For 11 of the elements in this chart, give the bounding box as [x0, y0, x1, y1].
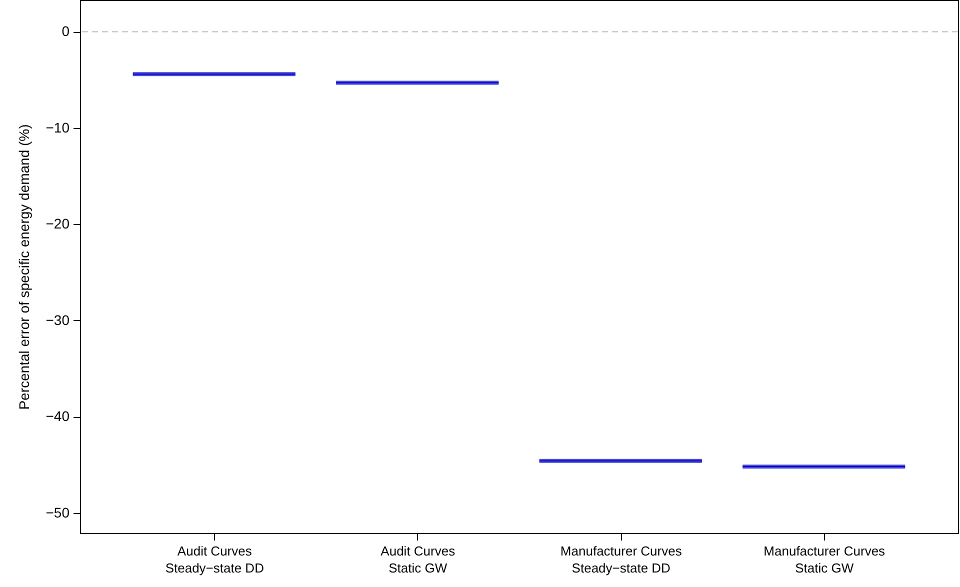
y-tick-label: −10	[46, 119, 70, 136]
y-tick-label: 0	[62, 23, 70, 40]
x-tick-label: Manufacturer Curves Static GW	[764, 544, 886, 576]
x-tick-label: Manufacturer Curves Steady−state DD	[560, 544, 682, 576]
y-tick-label: −50	[46, 504, 70, 520]
x-tick-label: Audit Curves Steady−state DD	[165, 544, 264, 576]
y-axis-title: Percental error of specific energy demand (%)	[16, 124, 32, 410]
y-tick-label: −40	[46, 408, 70, 424]
y-tick-label: −20	[46, 216, 70, 232]
x-tick-label: Audit Curves Static GW	[380, 544, 456, 576]
y-tick-label: −30	[46, 312, 70, 328]
